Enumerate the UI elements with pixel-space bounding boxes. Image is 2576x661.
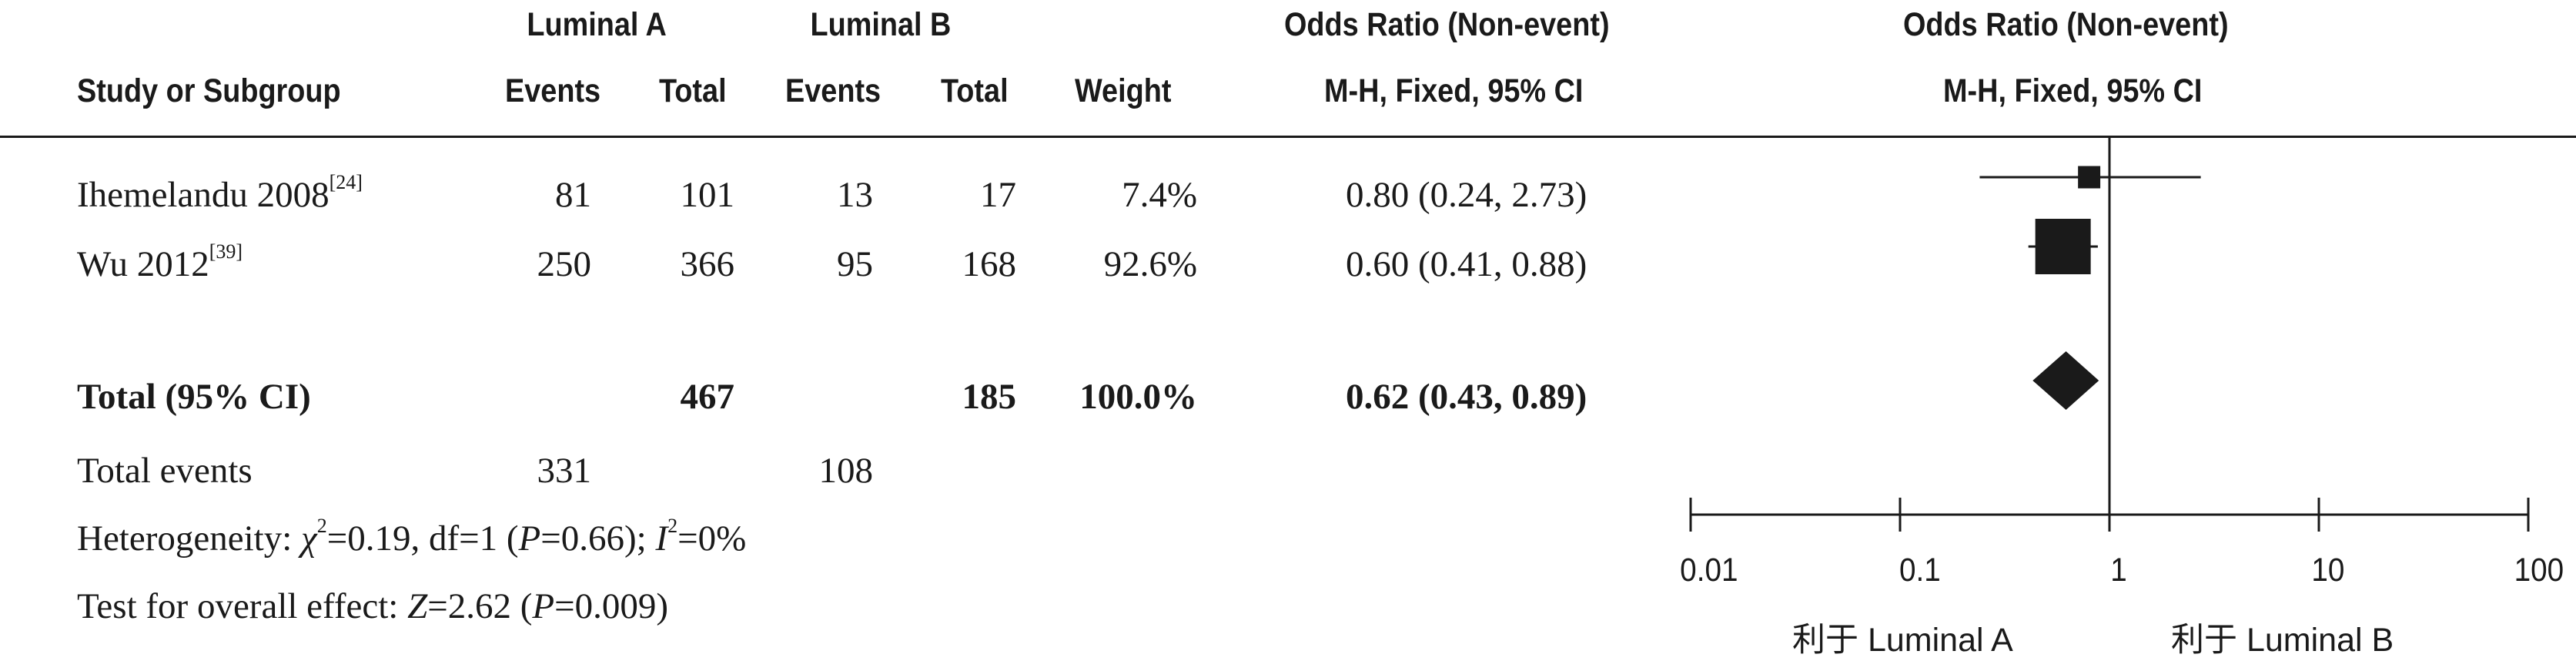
favours-left-label: 利于 Luminal A xyxy=(1792,622,2013,659)
header-total-a: Total xyxy=(659,72,727,109)
total-events-label: Total events xyxy=(77,451,253,491)
total-weight: 100.0% xyxy=(1079,377,1197,417)
header-method-table: M-H, Fixed, 95% CI xyxy=(1324,72,1584,109)
weight-cell: 7.4% xyxy=(1122,175,1197,215)
header-divider xyxy=(0,136,2576,138)
axis-tick-label: 10 xyxy=(2311,552,2345,589)
pooled-diamond xyxy=(2032,351,2099,410)
header-or-plot: Odds Ratio (Non-event) xyxy=(1903,6,2229,43)
study-name: Wu 2012[39] xyxy=(77,240,243,284)
total-events-b: 108 xyxy=(818,451,874,491)
favours-right-label: 利于 Luminal B xyxy=(2171,622,2394,659)
events-a-cell: 81 xyxy=(555,175,591,215)
total-b-cell: 17 xyxy=(980,175,1016,215)
total-b-sum: 185 xyxy=(962,377,1017,417)
axis-tick-label: 0.01 xyxy=(1680,552,1738,589)
header-events-a: Events xyxy=(505,72,601,109)
study-point xyxy=(2035,219,2091,274)
axis-tick-label: 0.1 xyxy=(1899,552,1941,589)
ci-cell: 0.80 (0.24, 2.73) xyxy=(1346,175,1587,215)
events-b-cell: 95 xyxy=(837,244,873,284)
header-or-table: Odds Ratio (Non-event) xyxy=(1284,6,1610,43)
header-study: Study or Subgroup xyxy=(77,72,341,109)
axis-tick-label: 1 xyxy=(2110,552,2127,589)
study-ref: [24] xyxy=(329,171,363,193)
total-a-cell: 366 xyxy=(680,244,735,284)
header-method-plot: M-H, Fixed, 95% CI xyxy=(1943,72,2203,109)
study-name: Ihemelandu 2008[24] xyxy=(77,171,363,215)
total-a-sum: 467 xyxy=(680,377,735,417)
total-events-a: 331 xyxy=(537,451,592,491)
study-ref: [39] xyxy=(209,240,243,263)
overall-effect-text: Test for overall effect: Z=2.62 (P=0.009… xyxy=(77,586,669,626)
total-ci: 0.62 (0.43, 0.89) xyxy=(1346,377,1587,417)
header-weight: Weight xyxy=(1075,72,1172,109)
events-b-cell: 13 xyxy=(837,175,873,215)
total-a-cell: 101 xyxy=(680,175,735,215)
study-point xyxy=(2078,166,2101,189)
total-label: Total (95% CI) xyxy=(77,377,311,417)
events-a-cell: 250 xyxy=(537,244,592,284)
weight-cell: 92.6% xyxy=(1103,244,1197,284)
header-luminal-a: Luminal A xyxy=(527,6,667,43)
axis-tick-label: 100 xyxy=(2514,552,2564,589)
header-luminal-b: Luminal B xyxy=(810,6,952,43)
total-b-cell: 168 xyxy=(962,244,1017,284)
header-events-b: Events xyxy=(785,72,882,109)
ci-cell: 0.60 (0.41, 0.88) xyxy=(1346,244,1587,284)
heterogeneity-text: Heterogeneity: χ2=0.19, df=1 (P=0.66); I… xyxy=(77,515,747,559)
header-total-b: Total xyxy=(941,72,1009,109)
